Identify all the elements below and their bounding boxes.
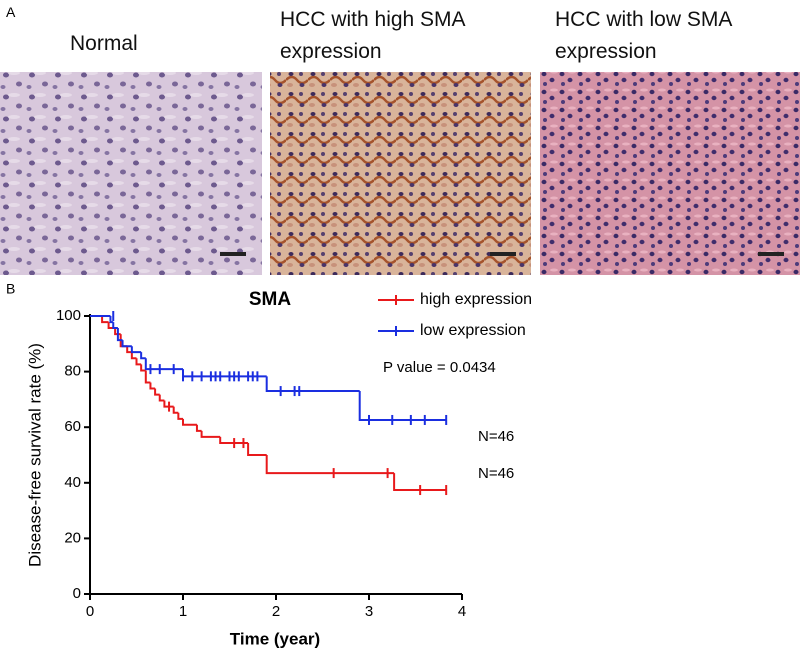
survival-step: [182, 369, 267, 378]
n-label: N=46: [478, 428, 514, 445]
survival-step: [247, 443, 267, 456]
x-tick-label: 3: [365, 603, 373, 620]
n-label: N=46: [478, 465, 514, 482]
survival-chart: B SMA Time (year) Disease-free survival …: [6, 281, 532, 649]
survival-step: [182, 418, 197, 426]
image-title: HCC with high SMA expression: [280, 8, 465, 63]
y-tick-label: 100: [56, 307, 81, 324]
survival-step: [195, 424, 202, 432]
p-value: P value = 0.0434: [383, 359, 496, 376]
y-tick-label: 0: [73, 585, 81, 602]
y-tick-label: 20: [64, 529, 81, 546]
survival-step: [140, 352, 146, 360]
y-tick-label: 80: [64, 363, 81, 380]
survival-step: [116, 327, 123, 342]
survival-step: [112, 322, 118, 329]
y-tick-label: 40: [64, 474, 81, 491]
survival-step: [265, 455, 395, 475]
survival-step: [130, 346, 142, 354]
y-axis-title: Disease-free survival rate (%): [25, 343, 44, 567]
x-tick-label: 4: [458, 603, 466, 620]
survival-step: [358, 391, 447, 421]
image-title: Normal: [70, 32, 138, 55]
micrograph: [0, 72, 262, 275]
survival-step: [135, 358, 142, 366]
survival-step: [219, 436, 249, 445]
survival-step: [154, 388, 160, 396]
survival-step: [149, 382, 156, 390]
survival-step: [265, 376, 360, 393]
survival-step: [163, 400, 174, 408]
micrograph: [270, 72, 531, 275]
micrograph: [540, 72, 800, 275]
survival-step: [172, 406, 179, 414]
legend-label: high expression: [420, 291, 532, 308]
micrographs: [0, 72, 800, 275]
panel-label: B: [6, 281, 15, 297]
chart-title: SMA: [249, 289, 292, 310]
scale-bar: [490, 252, 516, 256]
survival-step: [200, 430, 221, 438]
panel-label: A: [6, 4, 16, 20]
scale-bar: [758, 252, 784, 256]
survival-step: [144, 358, 183, 371]
x-tick-label: 1: [179, 603, 187, 620]
survival-step: [126, 346, 132, 354]
survival-step: [393, 473, 447, 492]
scale-bar: [220, 252, 246, 256]
x-tick-label: 0: [86, 603, 94, 620]
survival-step: [140, 364, 146, 372]
y-tick-label: 60: [64, 418, 81, 435]
image-title: HCC with low SMA expression: [555, 8, 732, 63]
survival-step: [158, 394, 165, 402]
survival-step: [144, 370, 151, 384]
survival-step: [121, 340, 132, 348]
legend-label: low expression: [420, 322, 526, 339]
survival-step: [109, 316, 114, 324]
survival-step: [101, 316, 109, 324]
survival-step: [177, 412, 183, 420]
x-tick-label: 2: [272, 603, 280, 620]
x-axis-title: Time (year): [230, 629, 320, 648]
survival-step: [130, 352, 137, 360]
